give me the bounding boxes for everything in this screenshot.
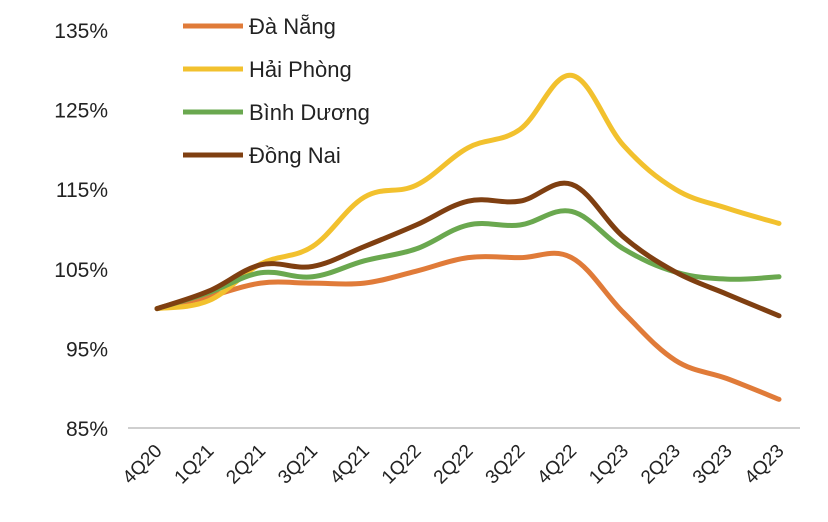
- legend-label: Bình Dương: [249, 100, 370, 125]
- x-tick-label: 4Q22: [533, 441, 581, 489]
- x-tick-label: 1Q21: [171, 441, 219, 489]
- y-tick-label: 125%: [54, 100, 108, 123]
- legend-label: Đà Nẵng: [249, 14, 336, 39]
- x-tick-label: 3Q23: [689, 441, 737, 489]
- y-tick-label: 115%: [56, 179, 108, 202]
- x-tick-label: 4Q21: [326, 441, 374, 489]
- y-tick-label: 95%: [66, 338, 108, 361]
- x-tick-label: 2Q23: [637, 441, 685, 489]
- x-tick-label: 3Q21: [274, 441, 322, 489]
- legend-label: Hải Phòng: [249, 57, 352, 82]
- y-axis-ticks: 135% 125% 115% 105% 95% 85%: [54, 20, 108, 441]
- y-tick-label: 135%: [54, 20, 108, 43]
- x-axis-ticks: 4Q20 1Q21 2Q21 3Q21 4Q21 1Q22 2Q22 3Q22 4Q22 1Q23…: [119, 441, 789, 489]
- legend: Đà Nẵng Hải Phòng Bình Dương Đồng Nai: [183, 14, 370, 168]
- x-tick-label: 4Q23: [741, 441, 789, 489]
- series-line-4: [154, 180, 782, 319]
- x-tick-label: 3Q22: [482, 441, 530, 489]
- legend-label: Đồng Nai: [249, 143, 341, 168]
- y-tick-label: 85%: [66, 418, 108, 441]
- x-tick-label: 2Q21: [222, 441, 270, 489]
- x-tick-label: 1Q22: [378, 441, 426, 489]
- x-tick-label: 1Q23: [585, 441, 633, 489]
- y-tick-label: 105%: [54, 259, 108, 282]
- series-line-1: [154, 250, 782, 402]
- x-tick-label: 2Q22: [430, 441, 478, 489]
- series-lines: [154, 72, 782, 402]
- x-tick-label: 4Q20: [119, 441, 167, 489]
